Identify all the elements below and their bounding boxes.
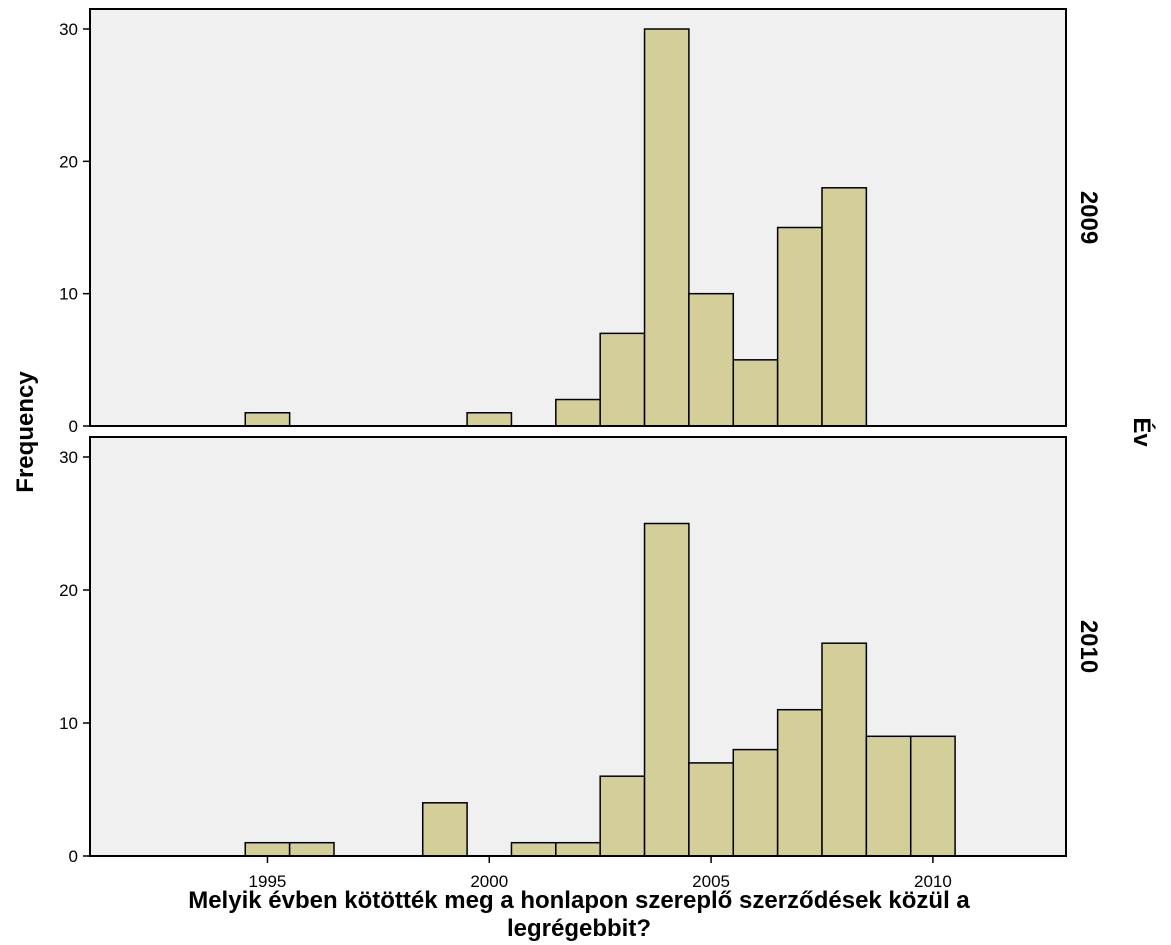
panel-label-2010: 2010 (1075, 620, 1102, 673)
x-axis-label-line-1: Melyik évben kötötték meg a honlapon sze… (188, 887, 970, 914)
y-tick-label: 0 (69, 417, 78, 436)
bar-2010-2010 (909, 735, 956, 857)
bar-2009-2006 (732, 359, 779, 427)
panel-frame (89, 8, 1067, 427)
y-axis-label: Frequency (12, 371, 39, 493)
bar-2010-2006 (732, 748, 779, 857)
bar-2009-2008 (821, 187, 868, 427)
bar-2009-2000 (466, 412, 513, 427)
bar-2009-2005 (688, 292, 735, 427)
bar-2010-2002 (555, 841, 601, 857)
bar-2009-2007 (776, 226, 823, 427)
x-tick-label: 2005 (692, 872, 730, 891)
bar-2009-2002 (555, 398, 601, 427)
bar-2009-2003 (599, 332, 646, 427)
y-tick-label: 30 (59, 448, 78, 467)
panel-axis-label: Év (1128, 417, 1156, 447)
panel-label-2009: 2009 (1075, 191, 1102, 244)
panel-2009: 0 10 20 30 2009 (59, 8, 1102, 436)
y-tick-label: 20 (59, 152, 78, 171)
y-tick-label: 10 (59, 285, 78, 304)
panel-background (90, 9, 1066, 426)
panel-frame (89, 436, 1067, 857)
x-tick-label: 2010 (914, 872, 952, 891)
y-tick-label: 30 (59, 20, 78, 39)
y-tick-label: 20 (59, 581, 78, 600)
y-tick-label: 10 (59, 714, 78, 733)
bar-2010-2004 (643, 522, 690, 857)
x-tick-label: 2000 (470, 872, 508, 891)
bar-2010-2007 (776, 708, 823, 857)
bar-2009-2004 (643, 28, 690, 427)
bar-2010-1996 (288, 841, 335, 857)
bar-2010-2001 (510, 841, 557, 857)
panel-2010: 0 10 20 30 2010 (59, 436, 1102, 866)
bar-2010-2008 (821, 642, 868, 857)
bar-2010-2003 (599, 775, 646, 857)
x-tick-label: 1995 (249, 872, 287, 891)
bar-2010-1999 (421, 802, 468, 857)
bar-2010-2009 (865, 735, 912, 857)
x-axis-label-line-2: legrégebbit? (507, 915, 651, 942)
bar-2010-1995 (244, 841, 291, 857)
bar-2010-2005 (688, 762, 735, 857)
y-tick-label: 0 (69, 847, 78, 866)
bar-2009-1995 (244, 412, 291, 427)
